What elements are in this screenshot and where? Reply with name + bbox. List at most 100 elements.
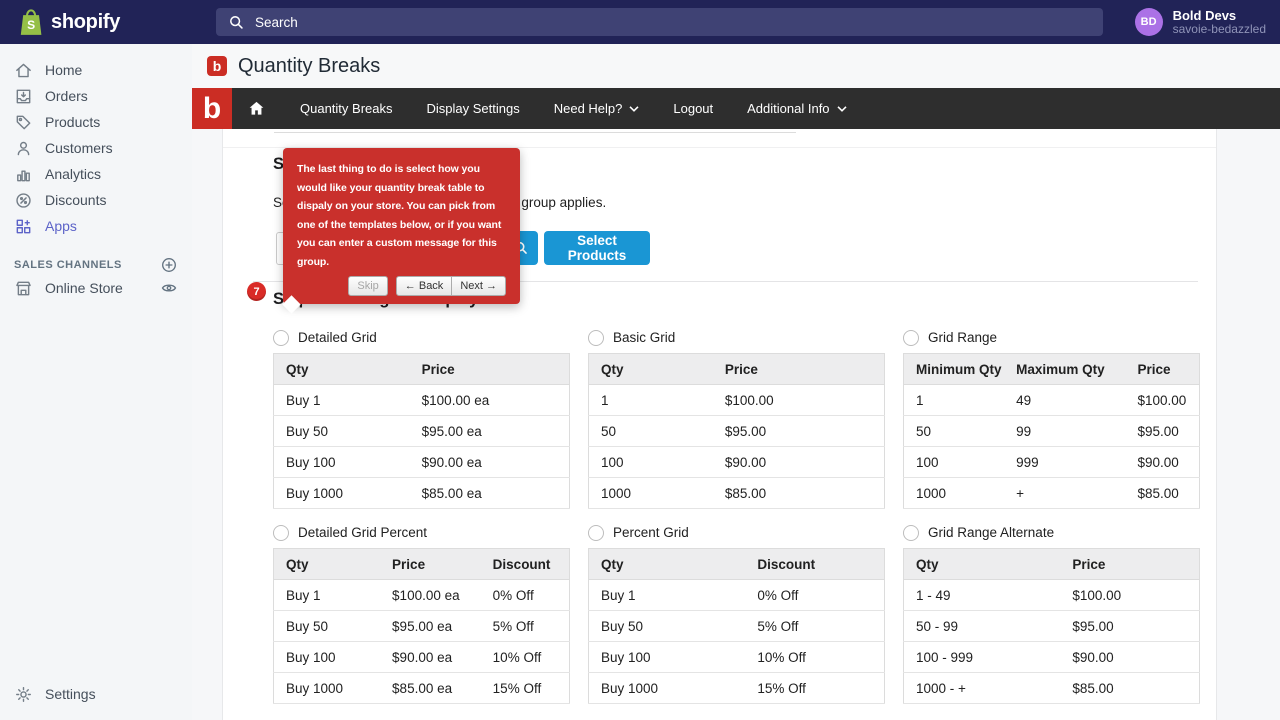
table-cell: 50 (903, 415, 1005, 447)
column-header: Price (1060, 548, 1200, 580)
table-cell: 0% Off (745, 579, 885, 611)
add-sales-channel-icon[interactable] (160, 256, 178, 274)
app-nav-quantity-breaks[interactable]: Quantity Breaks (300, 101, 393, 116)
table-cell: $100.00 ea (409, 384, 570, 416)
sidebar-item-customers[interactable]: Customers (0, 135, 192, 161)
template-label: Basic Grid (613, 330, 676, 345)
template-option-grid-range[interactable]: Grid Range (903, 329, 1200, 346)
table-cell: 100 (903, 446, 1005, 478)
table-cell: $90.00 (1060, 641, 1200, 673)
template-option-grid-range-alternate[interactable]: Grid Range Alternate (903, 524, 1200, 541)
tour-next-button[interactable]: Next → (451, 275, 506, 296)
column-header: Qty (588, 353, 713, 385)
table-row: 50 - 99 $95.00 (903, 610, 1200, 642)
sidebar-item-discounts[interactable]: Discounts (0, 187, 192, 213)
radio-basic-grid[interactable] (588, 329, 604, 346)
column-header: Qty (588, 548, 746, 580)
tour-buttons: Skip ← Back Next → (297, 275, 506, 296)
app-content: Step 3 - Select Products Select which pr… (192, 129, 1280, 720)
sidebar-item-apps[interactable]: Apps (0, 213, 192, 239)
gear-icon (14, 685, 33, 704)
products-icon (14, 113, 33, 132)
app-nav-display-settings[interactable]: Display Settings (427, 101, 520, 116)
table-cell: $90.00 ea (380, 641, 481, 673)
table-cell: 1000 - + (903, 672, 1061, 704)
table-cell: $95.00 (1125, 415, 1200, 447)
home-icon (14, 61, 33, 80)
svg-text:S: S (27, 17, 35, 31)
radio-percent-grid[interactable] (588, 524, 604, 541)
column-header: Price (409, 353, 570, 385)
template-grid-range-alternate: Grid Range Alternate Qty Price 1 - 49 $100.0… (903, 524, 1200, 704)
eye-icon[interactable] (160, 279, 178, 297)
user-menu[interactable]: BD Bold Devs savoie-bedazzled (1134, 8, 1266, 36)
table-row: Buy 100 $90.00 ea (273, 446, 570, 478)
column-header: Price (380, 548, 481, 580)
page-title: Quantity Breaks (238, 54, 381, 77)
avatar: BD (1134, 8, 1163, 36)
column-header: Price (1125, 353, 1200, 385)
table-cell: $100.00 (1125, 384, 1200, 416)
template-option-percent-grid[interactable]: Percent Grid (588, 524, 885, 541)
table-cell: $95.00 ea (380, 610, 481, 642)
radio-detailed-grid-percent[interactable] (273, 524, 289, 541)
table-row: 1000 $85.00 (588, 477, 885, 509)
sidebar-item-online-store[interactable]: Online Store (0, 275, 192, 301)
sidebar-item-label: Discounts (45, 192, 107, 208)
table-cell: $100.00 (1060, 579, 1200, 611)
content-panel: Step 3 - Select Products Select which pr… (222, 129, 1217, 720)
divider (274, 132, 796, 133)
table-row: 1 49 $100.00 (903, 384, 1200, 416)
column-header: Price (712, 353, 885, 385)
table-row: 1000 - + $85.00 (903, 672, 1200, 704)
sidebar-item-orders[interactable]: Orders (0, 83, 192, 109)
table-cell: $85.00 (712, 477, 885, 509)
search-icon (228, 14, 245, 31)
template-label: Percent Grid (613, 525, 689, 540)
preview-table-detailed-grid: Qty Price Buy 1 $100.00 ea Buy 50 $95.00 ea Bu… (273, 353, 570, 509)
preview-table-detailed-grid-percent: Qty Price Discount Buy 1 $100.00 ea 0% Off Buy… (273, 548, 570, 704)
table-cell: $85.00 (1125, 477, 1200, 509)
table-row: Buy 100 10% Off (588, 641, 885, 673)
preview-table-grid-range-alternate: Qty Price 1 - 49 $100.00 50 - 99 $95.00 100 - … (903, 548, 1200, 704)
app-nav-label: Additional Info (747, 101, 830, 116)
table-row: Buy 1 $100.00 ea (273, 384, 570, 416)
table-cell: 1 (903, 384, 1005, 416)
discounts-icon (14, 191, 33, 210)
tour-back-button[interactable]: ← Back (395, 275, 453, 296)
template-option-basic-grid[interactable]: Basic Grid (588, 329, 885, 346)
app-nav-label: Need Help? (553, 101, 623, 116)
tour-skip-button[interactable]: Skip (348, 275, 388, 296)
template-option-detailed-grid-percent[interactable]: Detailed Grid Percent (273, 524, 570, 541)
app-nav-logout[interactable]: Logout (673, 101, 713, 116)
search-bar[interactable]: Search (216, 8, 1103, 36)
sidebar-item-analytics[interactable]: Analytics (0, 161, 192, 187)
table-cell: Buy 50 (588, 610, 746, 642)
table-cell: $95.00 (1060, 610, 1200, 642)
radio-grid-range-alternate[interactable] (903, 524, 919, 541)
search-placeholder: Search (255, 14, 298, 30)
radio-detailed-grid[interactable] (273, 329, 289, 346)
sidebar-item-products[interactable]: Products (0, 109, 192, 135)
table-cell: 1 - 49 (903, 579, 1061, 611)
table-cell: $100.00 (712, 384, 885, 416)
template-option-detailed-grid[interactable]: Detailed Grid (273, 329, 570, 346)
preview-table-grid-range: Minimum Qty Maximum Qty Price 1 49 $100.00 50 9… (903, 353, 1200, 509)
table-cell: 15% Off (745, 672, 885, 704)
sidebar: Home Orders Products Customers Analytics Disc… (0, 44, 192, 720)
sidebar-item-home[interactable]: Home (0, 57, 192, 83)
table-cell: 1000 (903, 477, 1005, 509)
sidebar-item-settings[interactable]: Settings (0, 681, 192, 707)
table-cell: Buy 50 (273, 415, 410, 447)
sidebar-item-label: Analytics (45, 166, 102, 182)
radio-grid-range[interactable] (903, 329, 919, 346)
select-products-button[interactable]: Select Products (544, 231, 650, 265)
tour-step-badge: 7 (247, 282, 266, 301)
app-nav-need-help[interactable]: Need Help? (554, 101, 640, 116)
home-icon[interactable] (247, 99, 266, 118)
app-nav-additional-info[interactable]: Additional Info (747, 101, 847, 116)
column-header: Qty (273, 353, 410, 385)
preview-table-percent-grid: Qty Discount Buy 1 0% Off Buy 50 5% Off Buy 10… (588, 548, 885, 704)
sales-channels-heading: SALES CHANNELS (14, 259, 122, 271)
template-label: Detailed Grid (298, 330, 377, 345)
